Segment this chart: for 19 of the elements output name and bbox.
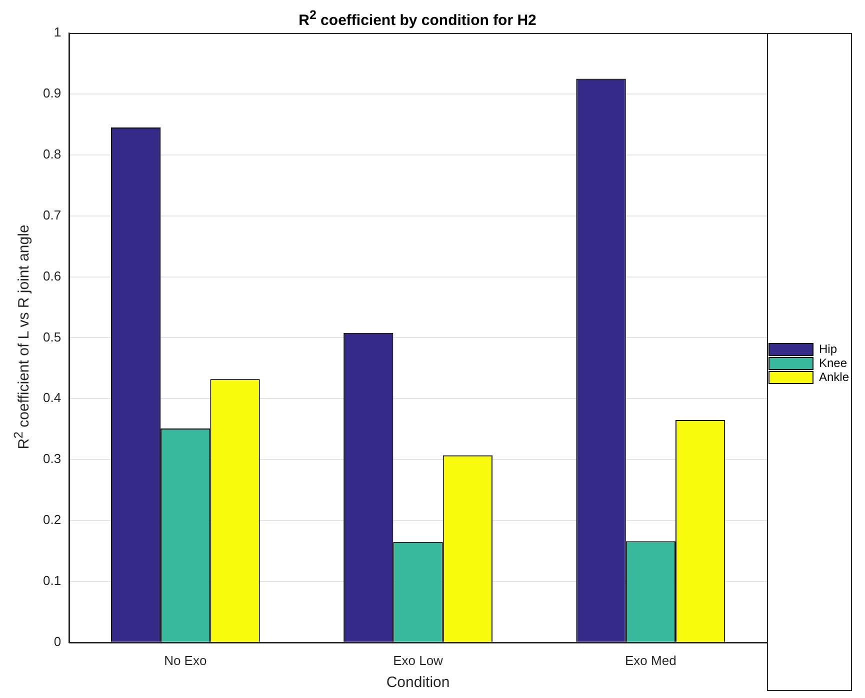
y-tick-label: 1 [54, 24, 62, 40]
y-tick-label: 0.9 [42, 86, 62, 101]
y-tick-label: 0.3 [42, 451, 62, 466]
y-tick-label: 0.8 [42, 146, 62, 162]
legend-label: Hip [818, 342, 838, 356]
legend-label: Knee [818, 356, 848, 370]
x-tick-label: No Exo [164, 652, 207, 668]
x-tick-label: Exo Med [625, 652, 676, 668]
x-tick-label: Exo Low [393, 652, 444, 668]
y-tick-label: 0.1 [42, 573, 62, 588]
y-tick-label: 0.6 [42, 268, 62, 284]
chart-title: R$^{2}$ coefficient by condition for H2 [298, 8, 538, 29]
y-tick-label: 0.7 [42, 207, 62, 222]
legend-label: Ankle [818, 370, 850, 384]
x-axis-title: Condition [386, 674, 450, 692]
y-tick-label: 0.4 [42, 390, 62, 406]
y-tick-label: 0 [54, 634, 62, 649]
y-tick-label: 0.5 [42, 329, 62, 344]
y-tick-label: 0.2 [42, 512, 62, 528]
